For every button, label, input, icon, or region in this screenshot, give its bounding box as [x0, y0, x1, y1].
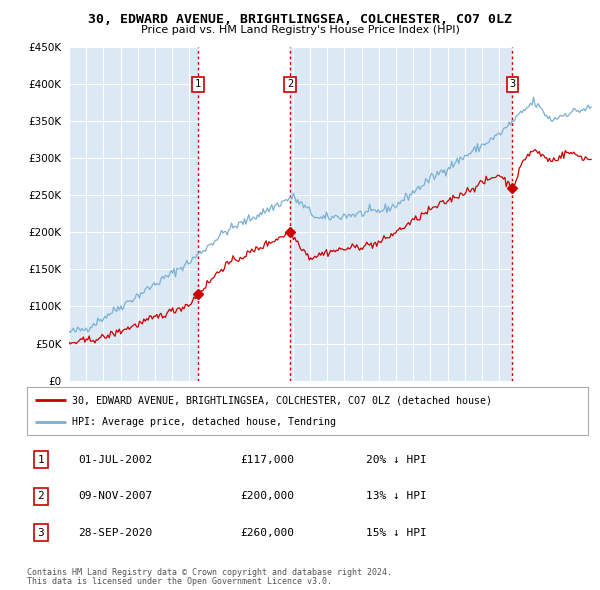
- Text: 13% ↓ HPI: 13% ↓ HPI: [366, 491, 427, 501]
- Text: 15% ↓ HPI: 15% ↓ HPI: [366, 528, 427, 537]
- Text: 09-NOV-2007: 09-NOV-2007: [78, 491, 152, 501]
- Text: 2: 2: [287, 79, 293, 89]
- Text: 20% ↓ HPI: 20% ↓ HPI: [366, 455, 427, 464]
- Text: 30, EDWARD AVENUE, BRIGHTLINGSEA, COLCHESTER, CO7 0LZ (detached house): 30, EDWARD AVENUE, BRIGHTLINGSEA, COLCHE…: [72, 395, 492, 405]
- Text: HPI: Average price, detached house, Tendring: HPI: Average price, detached house, Tend…: [72, 417, 336, 427]
- Text: This data is licensed under the Open Government Licence v3.0.: This data is licensed under the Open Gov…: [27, 577, 332, 586]
- Bar: [198, 47, 290, 381]
- Text: Contains HM Land Registry data © Crown copyright and database right 2024.: Contains HM Land Registry data © Crown c…: [27, 568, 392, 577]
- Text: 2: 2: [37, 491, 44, 501]
- Text: £200,000: £200,000: [240, 491, 294, 501]
- Text: £117,000: £117,000: [240, 455, 294, 464]
- Text: 1: 1: [37, 455, 44, 464]
- Bar: [290, 47, 512, 381]
- Text: 30, EDWARD AVENUE, BRIGHTLINGSEA, COLCHESTER, CO7 0LZ: 30, EDWARD AVENUE, BRIGHTLINGSEA, COLCHE…: [88, 13, 512, 26]
- Text: £260,000: £260,000: [240, 528, 294, 537]
- Text: Price paid vs. HM Land Registry's House Price Index (HPI): Price paid vs. HM Land Registry's House …: [140, 25, 460, 35]
- Text: 1: 1: [195, 79, 201, 89]
- Text: 28-SEP-2020: 28-SEP-2020: [78, 528, 152, 537]
- Text: 3: 3: [37, 528, 44, 537]
- Bar: [512, 47, 594, 381]
- Bar: [69, 47, 198, 381]
- Text: 01-JUL-2002: 01-JUL-2002: [78, 455, 152, 464]
- Text: 3: 3: [509, 79, 515, 89]
